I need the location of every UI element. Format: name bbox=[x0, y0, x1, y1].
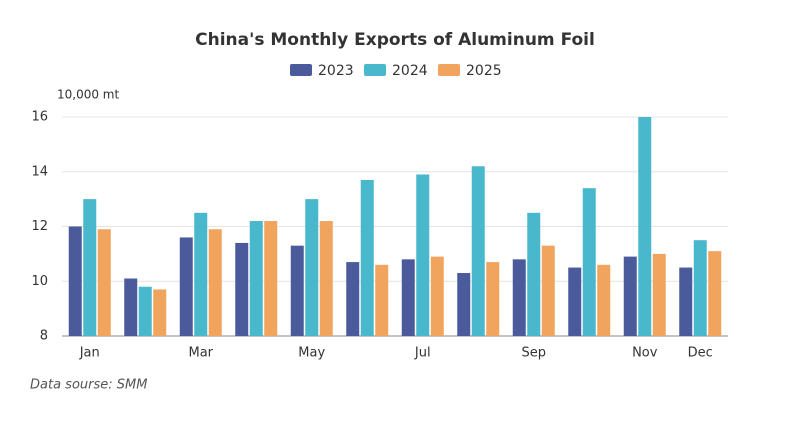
bar bbox=[360, 179, 374, 336]
source: Data sourse: SMM bbox=[30, 378, 147, 393]
y-tick-label: 8 bbox=[40, 329, 48, 344]
bar bbox=[457, 273, 471, 336]
y-unit: 10,000 mt bbox=[57, 88, 119, 102]
bar bbox=[638, 117, 652, 336]
legend-label: 2025 bbox=[466, 63, 502, 79]
bar bbox=[693, 240, 707, 336]
bar bbox=[652, 253, 666, 336]
bar bbox=[679, 267, 693, 336]
bar bbox=[582, 188, 596, 336]
bar bbox=[179, 237, 193, 336]
bar bbox=[83, 199, 97, 336]
bar bbox=[375, 264, 389, 336]
bar bbox=[305, 199, 319, 336]
y-tick-label: 16 bbox=[31, 110, 48, 125]
legend-label: 2023 bbox=[318, 63, 354, 79]
bar bbox=[568, 267, 582, 336]
bar bbox=[708, 251, 722, 336]
x-tick-label: Sep bbox=[521, 346, 546, 361]
legend-swatch bbox=[290, 64, 312, 76]
y-tick-label: 10 bbox=[31, 274, 48, 289]
bar bbox=[97, 229, 111, 336]
bar bbox=[319, 221, 333, 336]
bar bbox=[486, 262, 500, 336]
bar bbox=[416, 174, 430, 336]
bar bbox=[138, 286, 152, 336]
bar bbox=[208, 229, 222, 336]
chart-title: China's Monthly Exports of Aluminum Foil bbox=[195, 30, 595, 50]
x-tick-label: Nov bbox=[632, 346, 658, 361]
x-tick-label: Mar bbox=[188, 346, 213, 361]
legend-label: 2024 bbox=[392, 63, 428, 79]
bar bbox=[235, 242, 249, 336]
bar bbox=[623, 256, 637, 336]
bar bbox=[194, 212, 208, 336]
bar bbox=[597, 264, 611, 336]
y-tick-label: 14 bbox=[31, 164, 48, 179]
bar bbox=[68, 226, 82, 336]
bar bbox=[430, 256, 444, 336]
bar bbox=[153, 289, 167, 336]
bar bbox=[264, 221, 278, 336]
x-tick-label: Jul bbox=[414, 346, 431, 361]
legend-swatch bbox=[438, 64, 460, 76]
y-tick-label: 12 bbox=[31, 219, 48, 234]
bar bbox=[527, 212, 541, 336]
bar bbox=[346, 262, 360, 336]
bar bbox=[471, 166, 485, 336]
bar bbox=[512, 259, 526, 336]
legend-swatch bbox=[364, 64, 386, 76]
bar bbox=[124, 278, 138, 336]
bar bbox=[290, 245, 304, 336]
x-tick-label: May bbox=[298, 346, 325, 361]
x-tick-label: Dec bbox=[688, 346, 713, 361]
bar bbox=[401, 259, 415, 336]
bar bbox=[541, 245, 555, 336]
x-tick-label: Jan bbox=[79, 346, 100, 361]
bar bbox=[249, 221, 263, 336]
